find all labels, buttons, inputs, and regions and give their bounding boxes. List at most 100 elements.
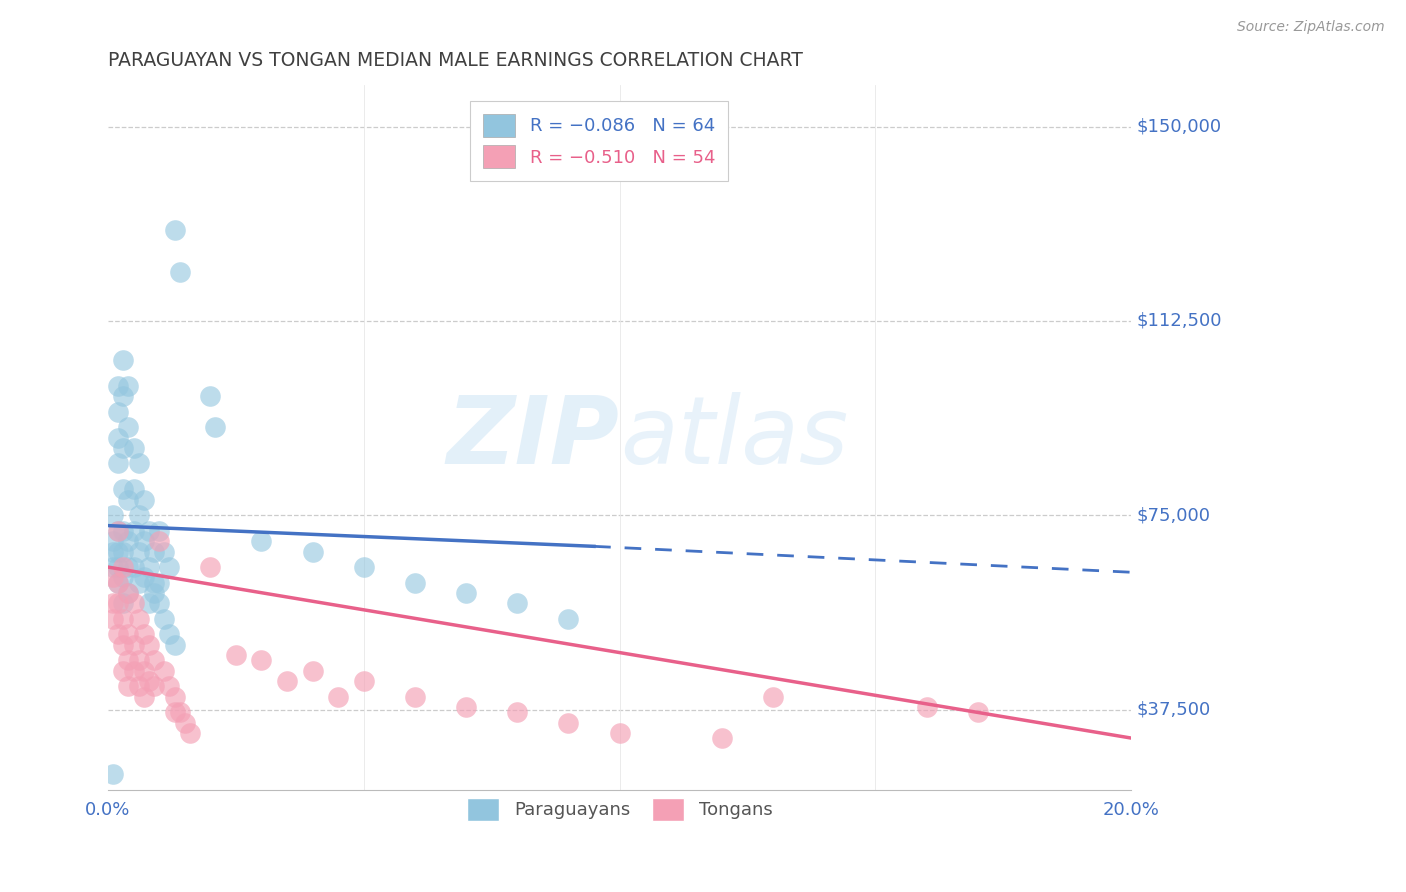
Point bbox=[132, 492, 155, 507]
Point bbox=[138, 524, 160, 538]
Point bbox=[915, 700, 938, 714]
Point bbox=[107, 575, 129, 590]
Point bbox=[101, 508, 124, 523]
Point bbox=[157, 560, 180, 574]
Point bbox=[148, 524, 170, 538]
Point bbox=[138, 596, 160, 610]
Text: $150,000: $150,000 bbox=[1136, 118, 1222, 136]
Point bbox=[122, 596, 145, 610]
Point bbox=[301, 664, 323, 678]
Point bbox=[107, 524, 129, 538]
Point bbox=[506, 705, 529, 719]
Point bbox=[456, 700, 478, 714]
Point bbox=[128, 457, 150, 471]
Point bbox=[250, 534, 273, 549]
Point bbox=[148, 575, 170, 590]
Point bbox=[169, 265, 191, 279]
Point bbox=[153, 664, 176, 678]
Point bbox=[148, 534, 170, 549]
Point bbox=[276, 674, 298, 689]
Point bbox=[157, 627, 180, 641]
Point bbox=[138, 560, 160, 574]
Point bbox=[112, 441, 135, 455]
Point bbox=[163, 690, 186, 704]
Point bbox=[153, 612, 176, 626]
Point bbox=[132, 570, 155, 584]
Text: atlas: atlas bbox=[620, 392, 848, 483]
Point bbox=[117, 627, 139, 641]
Text: ZIP: ZIP bbox=[447, 392, 620, 483]
Point bbox=[143, 679, 166, 693]
Point bbox=[101, 596, 124, 610]
Point bbox=[148, 596, 170, 610]
Point bbox=[157, 679, 180, 693]
Point bbox=[404, 575, 426, 590]
Point bbox=[112, 570, 135, 584]
Point bbox=[200, 389, 222, 403]
Point bbox=[117, 586, 139, 600]
Point bbox=[112, 352, 135, 367]
Point bbox=[107, 575, 129, 590]
Point bbox=[506, 596, 529, 610]
Point bbox=[250, 653, 273, 667]
Point bbox=[107, 524, 129, 538]
Point bbox=[200, 560, 222, 574]
Text: $75,000: $75,000 bbox=[1136, 507, 1211, 524]
Point bbox=[711, 731, 734, 745]
Point bbox=[122, 524, 145, 538]
Point bbox=[112, 596, 135, 610]
Point bbox=[117, 492, 139, 507]
Point bbox=[132, 627, 155, 641]
Point bbox=[128, 679, 150, 693]
Point bbox=[225, 648, 247, 663]
Point bbox=[353, 674, 375, 689]
Point bbox=[353, 560, 375, 574]
Point bbox=[456, 586, 478, 600]
Point bbox=[609, 726, 631, 740]
Point bbox=[112, 524, 135, 538]
Point bbox=[128, 612, 150, 626]
Point bbox=[122, 638, 145, 652]
Point bbox=[132, 664, 155, 678]
Point bbox=[117, 534, 139, 549]
Point bbox=[128, 653, 150, 667]
Point bbox=[122, 560, 145, 574]
Point bbox=[117, 560, 139, 574]
Point bbox=[122, 441, 145, 455]
Point bbox=[112, 664, 135, 678]
Point bbox=[107, 596, 129, 610]
Point bbox=[117, 653, 139, 667]
Point bbox=[128, 508, 150, 523]
Point bbox=[143, 586, 166, 600]
Point bbox=[138, 638, 160, 652]
Legend: Paraguayans, Tongans: Paraguayans, Tongans bbox=[454, 785, 785, 834]
Point bbox=[163, 638, 186, 652]
Point bbox=[163, 223, 186, 237]
Point bbox=[143, 653, 166, 667]
Point bbox=[101, 534, 124, 549]
Point bbox=[107, 544, 129, 558]
Point bbox=[179, 726, 201, 740]
Point bbox=[101, 612, 124, 626]
Point bbox=[112, 389, 135, 403]
Point bbox=[143, 575, 166, 590]
Point bbox=[101, 570, 124, 584]
Point bbox=[112, 544, 135, 558]
Point bbox=[132, 534, 155, 549]
Point bbox=[128, 544, 150, 558]
Point bbox=[163, 705, 186, 719]
Point bbox=[107, 430, 129, 444]
Point bbox=[128, 575, 150, 590]
Text: PARAGUAYAN VS TONGAN MEDIAN MALE EARNINGS CORRELATION CHART: PARAGUAYAN VS TONGAN MEDIAN MALE EARNING… bbox=[108, 51, 803, 70]
Point bbox=[557, 715, 579, 730]
Point bbox=[762, 690, 785, 704]
Text: $112,500: $112,500 bbox=[1136, 312, 1222, 330]
Point bbox=[204, 420, 226, 434]
Point bbox=[301, 544, 323, 558]
Point bbox=[117, 420, 139, 434]
Point bbox=[101, 767, 124, 781]
Point bbox=[966, 705, 988, 719]
Point bbox=[173, 715, 195, 730]
Point bbox=[328, 690, 350, 704]
Point bbox=[122, 483, 145, 497]
